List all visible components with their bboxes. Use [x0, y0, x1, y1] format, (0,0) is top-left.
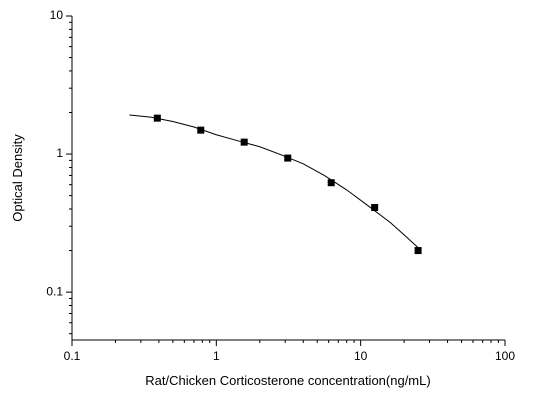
y-tick-label: 1 — [56, 146, 63, 160]
y-axis-label: Optical Density — [10, 134, 25, 222]
y-tick-label: 10 — [50, 8, 64, 22]
data-point — [197, 126, 205, 134]
x-axis-label: Rat/Chicken Corticosterone concentration… — [145, 373, 430, 388]
y-tick-label: 0.1 — [46, 284, 63, 298]
x-tick-label: 1 — [213, 349, 220, 363]
fit-curve — [129, 114, 419, 249]
x-tick-label: 10 — [354, 349, 368, 363]
x-tick-label: 100 — [495, 349, 515, 363]
data-point — [414, 247, 422, 255]
data-point — [284, 154, 292, 162]
data-point — [327, 179, 335, 187]
data-point — [371, 204, 379, 212]
x-tick-label: 0.1 — [64, 349, 81, 363]
